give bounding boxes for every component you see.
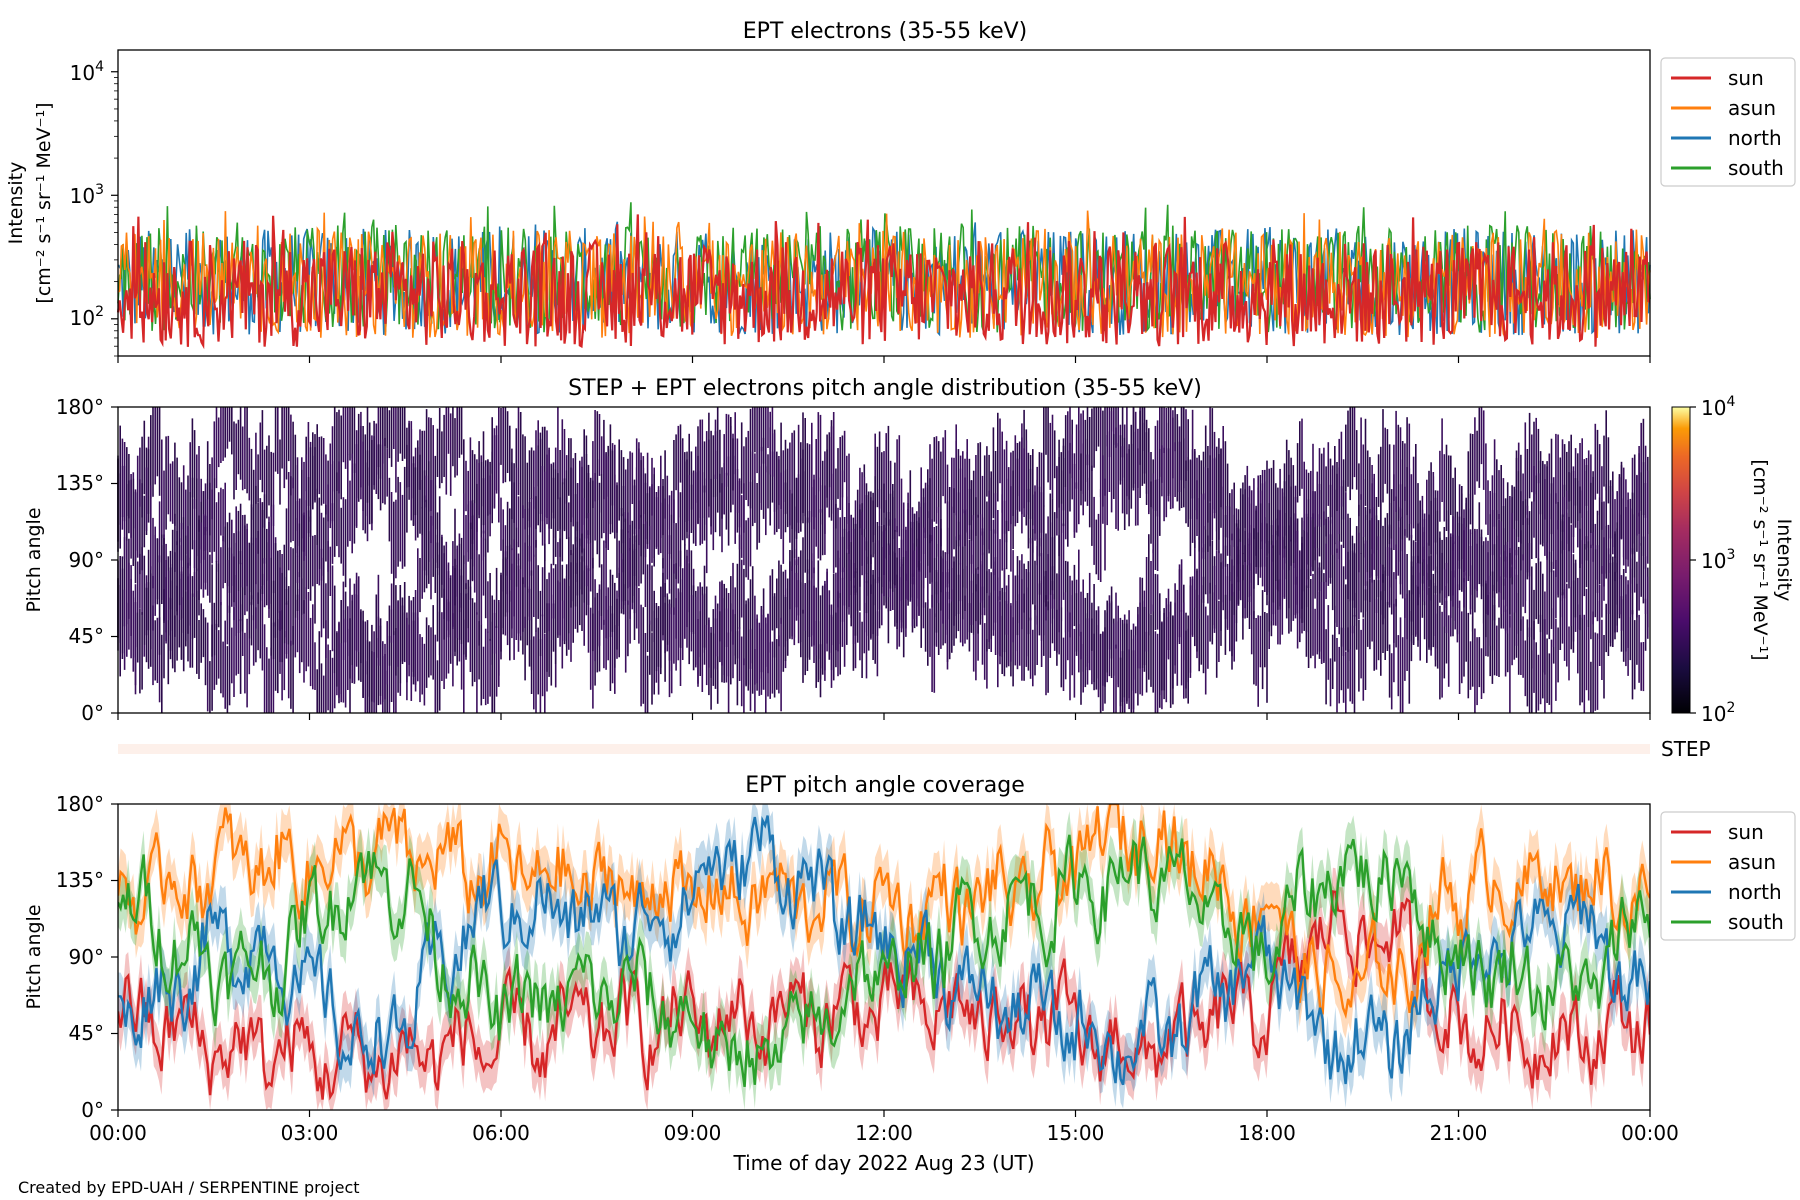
panel2-ytick-label: 0° xyxy=(81,701,104,725)
x-axis-ticks xyxy=(117,356,1651,1117)
panel3-ylabel: Pitch angle xyxy=(23,904,45,1009)
panel3-plot-area xyxy=(118,804,1650,1110)
coverage-line-north xyxy=(118,815,1650,1086)
panel3-y-ticks: 0° 45° 90° 135° 180° xyxy=(56,792,118,1122)
legend-label-asun: asun xyxy=(1728,96,1776,120)
coverage-line-south xyxy=(118,834,1650,1087)
panel3-legend: sun asun north south xyxy=(1660,811,1796,941)
panel3-title: EPT pitch angle coverage xyxy=(745,773,1025,798)
step-strip: STEP xyxy=(118,737,1711,761)
panel1-ytick-label: 102 xyxy=(70,304,104,330)
panel2-ytick-label: 135° xyxy=(56,471,104,495)
legend-box xyxy=(1660,811,1796,941)
xtick-label: 03:00 xyxy=(281,1121,339,1145)
panel2-y-ticks: 0° 45° 90° 135° 180° xyxy=(56,395,118,725)
panel1-ytick-label: 103 xyxy=(70,182,104,208)
panel1-legend: sun asun north south xyxy=(1660,57,1796,187)
legend-box xyxy=(1660,57,1796,187)
panel2-ytick-label: 45° xyxy=(69,624,104,648)
panel2-ylabel: Pitch angle xyxy=(23,507,45,612)
legend-label-south: south xyxy=(1728,910,1784,934)
xtick-label: 15:00 xyxy=(1047,1121,1105,1145)
xtick-label: 09:00 xyxy=(664,1121,722,1145)
xtick-label: 21:00 xyxy=(1430,1121,1488,1145)
coverage-band-south xyxy=(118,811,1650,1110)
panel3-ytick-label: 90° xyxy=(69,945,104,969)
panel1-ytick-label: 104 xyxy=(70,59,104,85)
colorbar-label-2: [cm⁻² s⁻¹ sr⁻¹ MeV⁻¹] xyxy=(1749,459,1771,660)
legend-label-north: north xyxy=(1728,880,1782,904)
panel3-ytick-label: 180° xyxy=(56,792,104,816)
colorbar-tick-label: 103 xyxy=(1701,547,1735,573)
xtick-label: 00:00 xyxy=(89,1121,147,1145)
panel3-ytick-label: 0° xyxy=(81,1098,104,1122)
panel2-ytick-label: 90° xyxy=(69,548,104,572)
colorbar-tick-label: 102 xyxy=(1701,700,1735,726)
panel-pitch-angle-coverage: EPT pitch angle coverage 0° 45° 90° 135°… xyxy=(23,773,1796,1122)
panel-pitch-angle-distribution: STEP + EPT electrons pitch angle distrib… xyxy=(23,376,1795,726)
panel1-ylabel-1: Intensity xyxy=(5,162,27,245)
x-axis-label: Time of day 2022 Aug 23 (UT) xyxy=(732,1151,1034,1175)
panel-intensity: EPT electrons (35-55 keV) 102 103 104 In… xyxy=(5,19,1796,357)
legend-label-asun: asun xyxy=(1728,850,1776,874)
panel1-y-ticks: 102 103 104 xyxy=(70,59,118,357)
xtick-label: 18:00 xyxy=(1238,1121,1296,1145)
panel2-heatmap xyxy=(117,407,1649,713)
panel3-ytick-label: 135° xyxy=(56,868,104,892)
xtick-label: 00:00 xyxy=(1621,1121,1679,1145)
panel3-ytick-label: 45° xyxy=(69,1021,104,1045)
footer-credit: Created by EPD-UAH / SERPENTINE project xyxy=(18,1178,360,1197)
legend-label-sun: sun xyxy=(1728,820,1764,844)
panel1-plot-area xyxy=(116,202,1651,350)
legend-label-south: south xyxy=(1728,156,1784,180)
panel1-title: EPT electrons (35-55 keV) xyxy=(743,19,1028,44)
colorbar-gradient xyxy=(1671,406,1691,714)
step-strip-label: STEP xyxy=(1661,737,1711,761)
x-axis-labels: 00:00 03:00 06:00 09:00 12:00 15:00 18:0… xyxy=(89,1121,1679,1145)
xtick-label: 06:00 xyxy=(472,1121,530,1145)
panel2-ytick-label: 180° xyxy=(56,395,104,419)
panel2-title: STEP + EPT electrons pitch angle distrib… xyxy=(568,376,1202,401)
colorbar-label-1: Intensity xyxy=(1773,519,1795,602)
series-line-sun xyxy=(116,214,1651,350)
colorbar-tick-label: 104 xyxy=(1701,394,1735,420)
panel1-ylabel-2: [cm⁻² s⁻¹ sr⁻¹ MeV⁻¹] xyxy=(33,102,55,303)
xtick-label: 12:00 xyxy=(855,1121,913,1145)
step-strip-bar xyxy=(118,744,1650,754)
panel2-colorbar: 102 103 104 Intensity [cm⁻² s⁻¹ sr⁻¹ MeV… xyxy=(1671,394,1795,726)
legend-label-north: north xyxy=(1728,126,1782,150)
legend-label-sun: sun xyxy=(1728,66,1764,90)
